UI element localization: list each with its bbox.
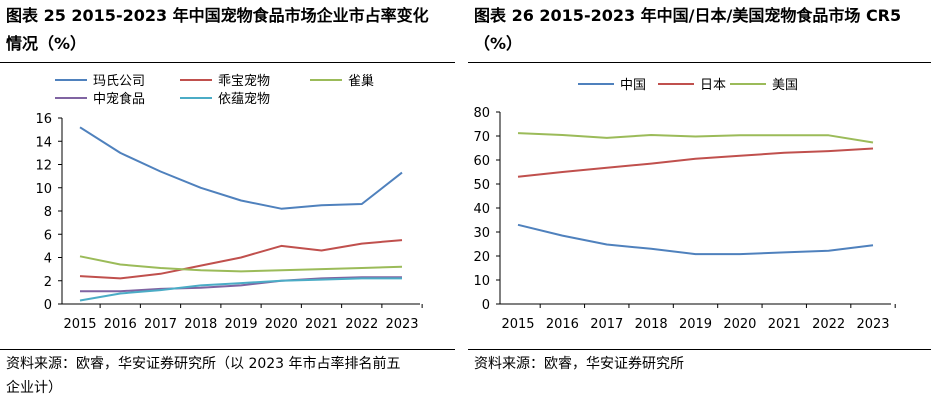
legend-label: 雀巢 (348, 74, 374, 89)
x-tick-label: 2017 (144, 317, 177, 332)
y-tick-label: 70 (473, 130, 490, 145)
x-tick-label: 2019 (679, 317, 712, 332)
left-top-rule (0, 62, 455, 63)
left-source-line1: 资料来源：欧睿，华安证券研究所（以 2023 年市占率排名前五 (6, 356, 401, 372)
legend-label: 日本 (700, 78, 726, 93)
x-tick-label: 2015 (501, 317, 534, 332)
x-tick-label: 2018 (635, 317, 668, 332)
x-tick-label: 2016 (104, 317, 137, 332)
left-line-chart: 0 2 4 6 8 10 12 14 16 2015 2016 2017 2018 2019 2020 202… (35, 73, 423, 332)
right-source-note: 资料来源：欧睿，华安证券研究所 (474, 352, 684, 376)
x-tick-label: 2022 (812, 317, 845, 332)
y-tick-label: 40 (473, 202, 490, 217)
x-tick-label: 2016 (546, 317, 579, 332)
right-source-line1: 资料来源：欧睿，华安证券研究所 (474, 356, 684, 372)
x-tick-label: 2021 (305, 317, 338, 332)
right-title-line2: （%） (474, 34, 523, 53)
x-tick-label: 2019 (224, 317, 257, 332)
left-source-note: 资料来源：欧睿，华安证券研究所（以 2023 年市占率排名前五 企业计） (6, 352, 401, 400)
y-tick-label: 6 (44, 228, 52, 243)
series-line-2 (517, 147, 874, 178)
right-title-line1: 图表 26 2015-2023 年中国/日本/美国宠物食品市场 CR5 (474, 6, 902, 25)
y-tick-label: 50 (473, 178, 490, 193)
right-figure-panel: 图表 26 2015-2023 年中国/日本/美国宠物食品市场 CR5 （%） … (468, 0, 931, 410)
series-line-2 (79, 239, 403, 280)
x-tick-label: 2022 (345, 317, 378, 332)
series-line-1 (517, 223, 874, 256)
legend-label: 玛氏公司 (93, 74, 145, 89)
y-tick-label: 14 (35, 135, 52, 150)
series-line-3 (79, 255, 403, 273)
y-tick-label: 12 (35, 159, 52, 174)
y-tick-label: 4 (44, 252, 52, 267)
x-tick-label: 2018 (184, 317, 217, 332)
right-top-rule (468, 62, 931, 63)
y-tick-label: 10 (35, 182, 52, 197)
x-tick-label: 2020 (265, 317, 298, 332)
x-tick-label: 2023 (856, 317, 889, 332)
y-tick-label: 16 (35, 112, 52, 127)
x-tick-label: 2015 (63, 317, 96, 332)
y-tick-label: 8 (44, 205, 52, 220)
left-source-line2: 企业计） (6, 380, 62, 396)
left-figure-title: 图表 25 2015-2023 年中国宠物食品市场企业市占率变化 情况（%） (6, 2, 429, 58)
left-title-line2: 情况（%） (6, 34, 87, 53)
series-line-5 (79, 277, 402, 302)
right-bottom-rule (468, 349, 931, 350)
x-tick-label: 2021 (768, 317, 801, 332)
legend-label: 美国 (772, 78, 798, 93)
right-figure-title: 图表 26 2015-2023 年中国/日本/美国宠物食品市场 CR5 （%） (474, 2, 901, 58)
left-bottom-rule (0, 349, 455, 350)
x-tick-label: 2020 (723, 317, 756, 332)
series-line-4 (80, 276, 402, 293)
legend-label: 中宠食品 (93, 91, 145, 107)
left-figure-panel: 图表 25 2015-2023 年中国宠物食品市场企业市占率变化 情况（%） 0… (0, 0, 455, 410)
x-tick-label: 2023 (385, 317, 418, 332)
x-tick-label: 2017 (590, 317, 623, 332)
y-tick-label: 0 (44, 298, 52, 313)
y-tick-label: 20 (473, 250, 490, 265)
left-title-line1: 图表 25 2015-2023 年中国宠物食品市场企业市占率变化 (6, 6, 429, 25)
y-tick-label: 10 (473, 274, 490, 289)
legend-label: 乖宝宠物 (218, 73, 270, 89)
series-line-1 (79, 126, 403, 210)
y-tick-label: 60 (473, 154, 490, 169)
y-tick-label: 2 (44, 275, 52, 290)
y-tick-label: 0 (482, 298, 490, 313)
y-tick-label: 30 (473, 226, 490, 241)
legend-label: 中国 (620, 78, 646, 93)
right-line-chart: 0 10 20 30 40 50 60 70 80 2015 2016 2017 2018 2019 202… (473, 78, 896, 332)
legend-label: 依蕴宠物 (218, 91, 270, 107)
y-tick-label: 80 (473, 106, 490, 121)
series-line-3 (517, 132, 874, 144)
